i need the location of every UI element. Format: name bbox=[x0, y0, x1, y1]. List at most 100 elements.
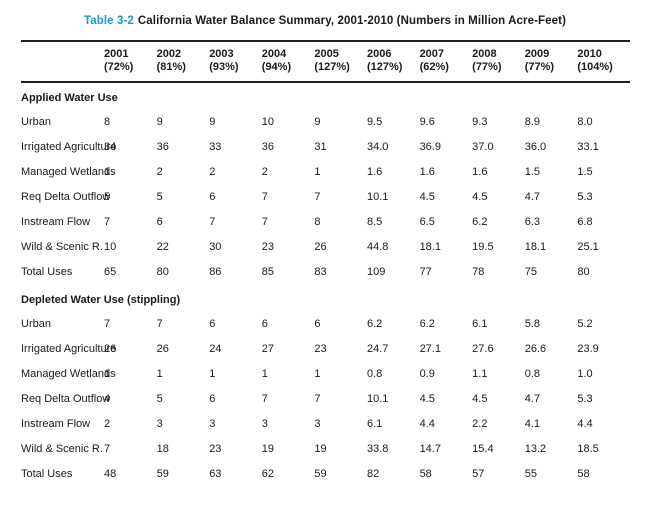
table-row: Irrigated Agriculture 26 26 24 27 23 24.7 27.1 2… bbox=[21, 337, 630, 362]
table-caption: Table 3-2 California Water Balance Summar… bbox=[0, 0, 650, 27]
value-cell: 5.3 bbox=[577, 393, 593, 405]
value-cell: 18.1 bbox=[419, 241, 441, 253]
value-cell: 1.6 bbox=[366, 166, 383, 178]
year-label: 2003 bbox=[209, 48, 234, 60]
year-header-2007: 2007 (62%) bbox=[419, 40, 473, 83]
value-cell: 1.6 bbox=[419, 166, 435, 178]
value-cell: 1.0 bbox=[577, 368, 593, 380]
year-percent-label: (81%) bbox=[156, 61, 186, 73]
value-cell: 4.4 bbox=[577, 418, 593, 430]
value-cell: 4.1 bbox=[524, 418, 541, 430]
value-cell: 6.3 bbox=[524, 216, 541, 228]
value-cell: 26 bbox=[156, 343, 169, 355]
value-cell: 109 bbox=[366, 266, 386, 278]
year-label: 2006 bbox=[366, 48, 392, 60]
value-cell: 7 bbox=[156, 318, 163, 330]
year-header-2003: 2003 (93%) bbox=[209, 40, 262, 83]
row-label: Instream Flow bbox=[21, 418, 91, 430]
value-cell: 23 bbox=[209, 443, 222, 455]
value-cell: 59 bbox=[314, 468, 327, 480]
year-percent-label: (127%) bbox=[366, 61, 403, 73]
value-cell: 7 bbox=[314, 393, 321, 405]
value-cell: 7 bbox=[104, 318, 111, 330]
value-cell: 57 bbox=[472, 468, 485, 480]
year-label: 2010 bbox=[577, 48, 602, 60]
value-cell: 0.8 bbox=[366, 368, 383, 380]
value-cell: 4.7 bbox=[524, 393, 541, 405]
row-label: Req Delta Outflow bbox=[21, 191, 111, 203]
value-cell: 6 bbox=[209, 191, 216, 203]
value-cell: 8 bbox=[314, 216, 321, 228]
value-cell: 1 bbox=[314, 166, 321, 178]
value-cell: 27.1 bbox=[419, 343, 441, 355]
value-cell: 2 bbox=[104, 418, 111, 430]
value-cell: 7 bbox=[104, 216, 111, 228]
value-cell: 33 bbox=[209, 141, 222, 153]
value-cell: 25.1 bbox=[577, 241, 599, 253]
row-label: Managed Wetlands bbox=[21, 166, 116, 178]
table-row: Managed Wetlands 1 1 1 1 1 0.8 0.9 1.1 0.8 1.0 bbox=[21, 362, 630, 387]
value-cell: 6 bbox=[209, 393, 216, 405]
value-cell: 7 bbox=[261, 216, 268, 228]
value-cell: 80 bbox=[156, 266, 169, 278]
value-cell: 10.1 bbox=[366, 191, 389, 203]
value-cell: 6.1 bbox=[472, 318, 488, 330]
year-label: 2007 bbox=[419, 48, 445, 60]
section-header: Depleted Water Use (stippling) bbox=[21, 294, 181, 306]
value-cell: 1 bbox=[314, 368, 321, 380]
value-cell: 27.6 bbox=[472, 343, 494, 355]
row-label: Irrigated Agriculture bbox=[21, 141, 117, 153]
year-percent-label: (72%) bbox=[104, 61, 134, 73]
value-cell: 3 bbox=[314, 418, 321, 430]
year-percent-label: (62%) bbox=[419, 61, 449, 73]
value-cell: 1 bbox=[209, 368, 216, 380]
value-cell: 34 bbox=[104, 141, 117, 153]
value-cell: 6 bbox=[209, 318, 216, 330]
section-header: Applied Water Use bbox=[21, 92, 118, 104]
value-cell: 6.2 bbox=[366, 318, 383, 330]
value-cell: 19.5 bbox=[472, 241, 494, 253]
year-percent-label: (77%) bbox=[524, 61, 555, 73]
table-number: Table 3-2 bbox=[83, 15, 134, 27]
year-header-2002: 2002 (81%) bbox=[156, 40, 210, 83]
value-cell: 55 bbox=[524, 468, 537, 480]
table-header: 2001 (72%) 2002 (81%) 2003 (93%) 2004 (94%) 2005… bbox=[21, 40, 630, 83]
value-cell: 2 bbox=[156, 166, 163, 178]
value-cell: 18 bbox=[156, 443, 169, 455]
value-cell: 14.7 bbox=[419, 443, 441, 455]
value-cell: 6 bbox=[261, 318, 268, 330]
year-header-2001: 2001 (72%) bbox=[104, 40, 157, 83]
water-balance-table: 2001 (72%) 2002 (81%) 2003 (93%) 2004 (94%) 2005… bbox=[21, 40, 630, 487]
value-cell: 86 bbox=[209, 266, 222, 278]
value-cell: 2 bbox=[209, 166, 216, 178]
value-cell: 3 bbox=[156, 418, 163, 430]
row-label: Total Uses bbox=[21, 468, 73, 480]
year-header-2004: 2004 (94%) bbox=[261, 40, 315, 83]
value-cell: 9.6 bbox=[419, 116, 435, 128]
value-cell: 1.5 bbox=[577, 166, 593, 178]
value-cell: 36.0 bbox=[524, 141, 547, 153]
value-cell: 8.5 bbox=[366, 216, 383, 228]
value-cell: 36 bbox=[261, 141, 275, 153]
section-row: Applied Water Use bbox=[21, 82, 630, 110]
value-cell: 31 bbox=[314, 141, 327, 153]
value-cell: 2.2 bbox=[472, 418, 488, 430]
value-cell: 1 bbox=[261, 368, 268, 380]
value-cell: 63 bbox=[209, 468, 222, 480]
value-cell: 37.0 bbox=[472, 141, 494, 153]
value-cell: 4.5 bbox=[472, 393, 488, 405]
value-cell: 85 bbox=[261, 266, 275, 278]
value-cell: 18.5 bbox=[577, 443, 599, 455]
value-cell: 78 bbox=[472, 266, 485, 278]
value-cell: 77 bbox=[419, 266, 432, 278]
value-cell: 23.9 bbox=[577, 343, 599, 355]
value-cell: 10 bbox=[104, 241, 117, 253]
value-cell: 34.0 bbox=[366, 141, 389, 153]
table-row: Req Delta Outflow 5 5 6 7 7 10.1 4.5 4.5 4.7 5.3 bbox=[21, 185, 630, 210]
value-cell: 18.1 bbox=[524, 241, 547, 253]
value-cell: 24 bbox=[209, 343, 222, 355]
value-cell: 23 bbox=[314, 343, 327, 355]
value-cell: 1 bbox=[156, 368, 163, 380]
section-row: Depleted Water Use (stippling) bbox=[21, 285, 630, 312]
